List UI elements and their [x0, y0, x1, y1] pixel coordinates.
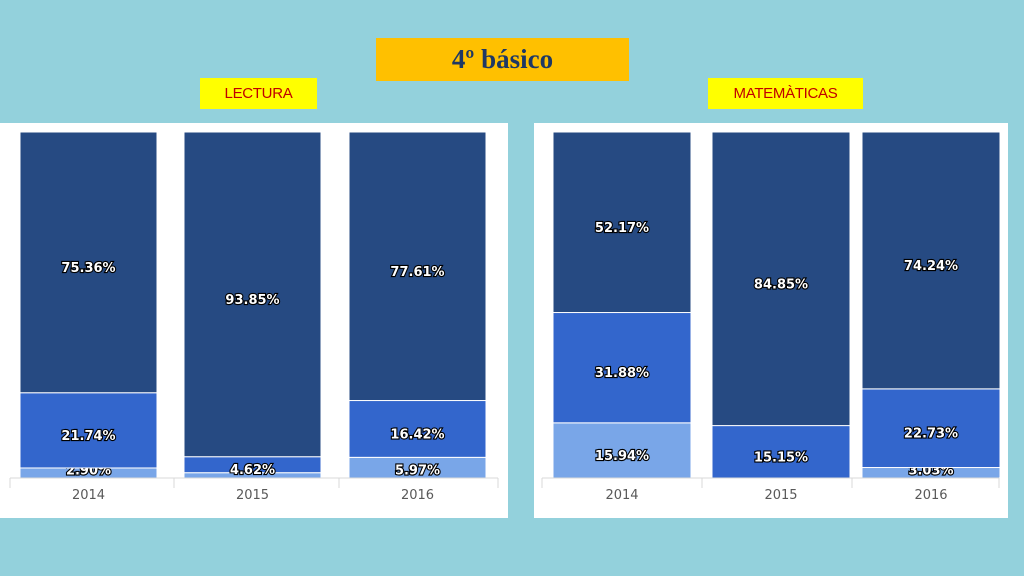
data-label-top-2016: 74.24%	[904, 259, 958, 274]
bar-segment-middle-2016	[861, 388, 1001, 469]
bar-segment-bottom-2014	[552, 422, 692, 479]
x-tick-label-2016: 2016	[914, 488, 947, 503]
bar-segment-top-2014	[19, 131, 158, 394]
x-tick-label-2016: 2016	[401, 488, 434, 503]
data-label-middle-2014: 21.74%	[61, 429, 115, 444]
stacked-bar-chart-matematicas: 15.94%31.88%52.17%201415.15%84.85%20153.…	[541, 131, 1001, 503]
bar-segment-top-2015	[711, 131, 851, 427]
x-tick-label-2015: 2015	[764, 488, 797, 503]
chart-panel-matematicas: 15.94% 31.88% 52.17% 2014 15.15% 84.85% 2015 3.…	[534, 123, 1008, 518]
bar-segment-top-2016	[348, 131, 487, 402]
data-label-top-2014: 52.17%	[595, 221, 649, 236]
chart-title-lectura: LECTURA	[200, 78, 317, 109]
x-tick-label-2014: 2014	[72, 488, 105, 503]
data-label-middle-2016: 16.42%	[390, 427, 444, 442]
chart-panel-lectura: 2.90% 21.74% 75.36% 2014 4.62% 93.85% 2015 5.97…	[0, 123, 508, 518]
chart-title-matematicas: MATEMÀTICAS	[708, 78, 863, 109]
data-label-top-2015: 93.85%	[225, 293, 279, 308]
data-label-bottom-2014: 15.94%	[595, 449, 649, 464]
bar-segment-top-2014	[552, 131, 692, 314]
data-label-top-2014: 75.36%	[61, 261, 115, 276]
main-title: 4º básico	[376, 38, 629, 81]
data-label-bottom-2016: 5.97%	[395, 464, 440, 479]
bar-segment-middle-2014	[19, 392, 158, 469]
data-label-middle-2014: 31.88%	[595, 366, 649, 381]
data-label-middle-2016: 22.73%	[904, 427, 958, 442]
data-label-top-2016: 77.61%	[390, 265, 444, 280]
bar-segment-middle-2016	[348, 400, 487, 458]
stacked-bar-chart-lectura: 2.90%21.74%75.36%20144.62%93.85%20155.97…	[9, 131, 499, 503]
bar-segment-middle-2014	[552, 312, 692, 424]
data-label-middle-2015: 4.62%	[230, 463, 275, 478]
data-label-middle-2015: 15.15%	[754, 450, 808, 465]
bar-segment-top-2016	[861, 131, 1001, 390]
x-tick-label-2015: 2015	[236, 488, 269, 503]
x-tick-label-2014: 2014	[605, 488, 638, 503]
bar-segment-top-2015	[183, 131, 322, 458]
data-label-top-2015: 84.85%	[754, 277, 808, 292]
